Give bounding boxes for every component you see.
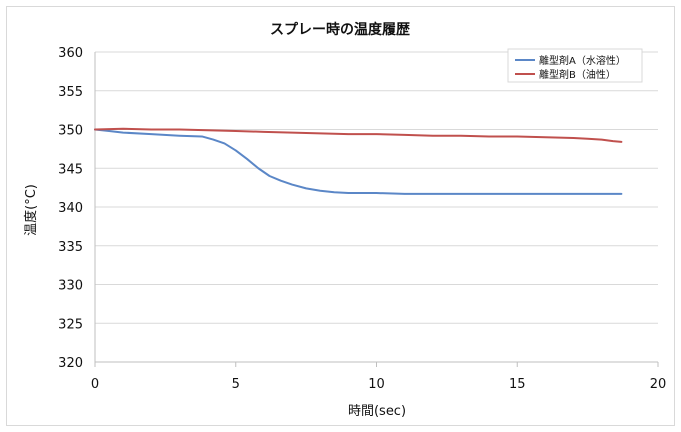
x-tick-label-1: 5: [232, 377, 240, 392]
y-tick-label-0: 320: [58, 356, 83, 371]
chart-title: スプレー時の温度履歴: [270, 21, 410, 38]
series-layer: [94, 127, 623, 195]
x-tick-label-4: 20: [650, 377, 667, 392]
y-tick-label-2: 330: [58, 279, 83, 294]
y-tick-label-3: 335: [58, 240, 83, 255]
x-tick-label-2: 10: [368, 377, 385, 392]
legend-label-series-b: 離型剤B（油性）: [539, 68, 616, 81]
y-tick-label-4: 340: [58, 201, 83, 216]
x-tick-label-0: 0: [91, 377, 99, 392]
series-line-1: [94, 127, 623, 143]
series-line-0: [94, 128, 623, 195]
legend: 離型剤A（水溶性） 離型剤B（油性）: [507, 48, 643, 83]
grid-layer: [94, 51, 658, 363]
y-tick-label-8: 360: [58, 46, 83, 61]
legend-box: [507, 48, 643, 83]
x-axis-label: 時間(sec): [348, 404, 406, 419]
y-tick-label-6: 350: [58, 124, 83, 139]
y-tick-label-7: 355: [58, 85, 83, 100]
legend-label-series-a: 離型剤A（水溶性）: [539, 54, 626, 67]
y-axis-label: 温度(°C): [23, 184, 39, 236]
x-tick-layer: 0 5 10 15 20: [91, 362, 666, 392]
y-tick-label-1: 325: [58, 317, 83, 332]
y-tick-layer: 320 325 330 335 340 345 350 355 360: [58, 46, 83, 371]
x-tick-label-3: 15: [509, 377, 526, 392]
y-tick-label-5: 345: [58, 162, 83, 177]
